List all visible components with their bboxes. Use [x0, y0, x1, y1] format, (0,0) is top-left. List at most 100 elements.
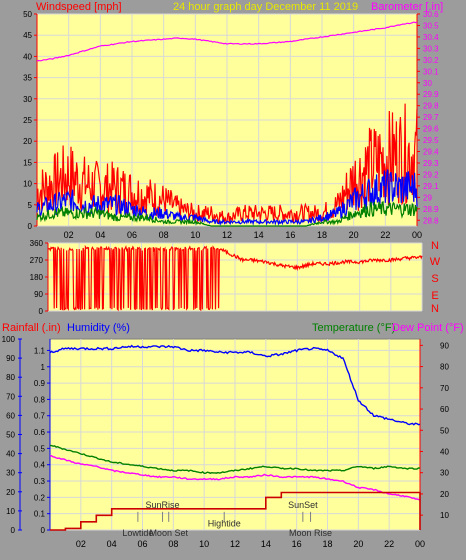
temp-hum-rain-time-tick: 02 — [76, 539, 86, 549]
rain-tick-label: 0.4 — [34, 461, 46, 470]
windspeed-tick-label: 15 — [23, 158, 32, 167]
rain-tick-label: 0.1 — [34, 510, 46, 519]
temp-hum-rain-time-tick: 08 — [168, 539, 178, 549]
rain-tick-label: 1 — [41, 363, 46, 372]
humidity-tick-label: 20 — [6, 488, 15, 497]
windspeed-tick-label: 25 — [23, 116, 32, 125]
barometer-tick-label: 30.5 — [423, 21, 439, 30]
wind-direction-line — [47, 244, 423, 312]
event-label: SunSet — [288, 500, 318, 510]
humidity-tick-label: 80 — [6, 373, 15, 382]
rain-tick-label: 0.5 — [34, 444, 46, 453]
rain-tick-label: 0.7 — [34, 412, 46, 421]
barometer-tick-label: 29.2 — [423, 170, 439, 179]
event-label: Moon Set — [149, 528, 188, 538]
windspeed-tick-label: 30 — [23, 95, 32, 104]
event-label: Hightide — [208, 519, 241, 529]
temp-hum-rain-time-tick: 18 — [322, 539, 332, 549]
temp-hum-rain-time-tick: 12 — [230, 539, 240, 549]
temp-hum-rain-time-tick: 06 — [137, 539, 147, 549]
windspeed-low-line — [36, 200, 418, 227]
humidity-tick-label: 70 — [6, 392, 15, 401]
rain-tick-label: 0.2 — [34, 493, 46, 502]
rain-tick-label: 0.6 — [34, 428, 46, 437]
humidity-line — [49, 344, 421, 426]
barometer-tick-label: 30.4 — [423, 33, 439, 42]
wind-baro-time-tick: 12 — [222, 230, 232, 240]
humidity-tick-label: 50 — [6, 431, 15, 440]
temperature-tick-label: 60 — [440, 405, 449, 414]
humidity-tick-label: 10 — [6, 507, 15, 516]
wind-baro-time-tick: 18 — [317, 230, 327, 240]
temp-hum-rain-time-tick: 20 — [353, 539, 363, 549]
windspeed-tick-label: 40 — [23, 52, 32, 61]
rain-tick-label: 0.3 — [34, 477, 46, 486]
humidity-tick-label: 100 — [2, 335, 16, 344]
compass-direction-label: N — [431, 303, 439, 315]
temperature-tick-label: 40 — [440, 447, 449, 456]
windspeed-tick-label: 20 — [23, 137, 32, 146]
windspeed-tick-label: 0 — [28, 222, 33, 231]
windspeed-tick-label: 50 — [23, 10, 32, 19]
wind-baro-time-tick: 02 — [64, 230, 74, 240]
chart-title: 24 hour graph day December 11 2019 — [173, 1, 358, 13]
wind-direction-degree-label: 270 — [30, 256, 44, 265]
rain-tick-label: 1.1 — [34, 346, 46, 355]
temp-hum-rain-time-tick: 04 — [107, 539, 117, 549]
barometer-tick-label: 29.8 — [423, 102, 439, 111]
rainfall-axis-label: Rainfall (.in) — [2, 322, 61, 334]
wind-baro-time-tick: 10 — [190, 230, 200, 240]
windspeed-tick-label: 10 — [23, 180, 32, 189]
temperature-tick-label: 70 — [440, 384, 449, 393]
barometer-tick-label: 28.9 — [423, 205, 439, 214]
temperature-tick-label: 90 — [440, 341, 449, 350]
rain-tick-label: 0 — [41, 526, 46, 535]
barometer-tick-label: 29.7 — [423, 113, 439, 122]
compass-direction-label: E — [431, 290, 438, 302]
windspeed-axis-label: Windspeed [mph] — [36, 1, 122, 13]
barometer-tick-label: 29.4 — [423, 148, 439, 157]
event-label: SunRise — [146, 500, 180, 510]
temperature-tick-label: 10 — [440, 511, 449, 520]
humidity-tick-label: 90 — [6, 354, 15, 363]
humidity-tick-label: 0 — [11, 526, 16, 535]
rain-tick-label: 0.8 — [34, 395, 46, 404]
windspeed-tick-label: 45 — [23, 31, 32, 40]
wind-baro-time-tick: 00 — [412, 230, 422, 240]
temp-hum-rain-time-tick: 16 — [292, 539, 302, 549]
compass-direction-label: W — [430, 256, 441, 268]
barometer-tick-label: 29.1 — [423, 182, 439, 191]
compass-direction-label: S — [431, 273, 438, 285]
humidity-tick-label: 40 — [6, 450, 15, 459]
wind-baro-time-tick: 16 — [285, 230, 295, 240]
wind-direction-degree-label: 90 — [34, 290, 43, 299]
rain-tick-label: 0.9 — [34, 379, 46, 388]
barometer-tick-label: 30 — [423, 79, 432, 88]
compass-direction-label: N — [431, 240, 439, 252]
wind-direction-degree-label: 180 — [30, 273, 44, 282]
temperature-axis-label: Temperature (°F) — [312, 322, 395, 334]
humidity-axis-label: Humidity (%) — [67, 322, 130, 334]
temp-hum-rain-time-tick: 00 — [415, 539, 425, 549]
event-label: Lowtide — [122, 528, 153, 538]
dewpoint-line — [49, 455, 421, 501]
barometer-tick-label: 30.6 — [423, 10, 439, 19]
dewpoint-axis-label: Dew Point (°F) — [392, 322, 464, 334]
barometer-tick-label: 30.3 — [423, 44, 439, 53]
temp-hum-rain-time-tick: 22 — [384, 539, 394, 549]
temp-hum-rain-time-tick: 10 — [199, 539, 209, 549]
wind-baro-time-tick: 04 — [95, 230, 105, 240]
barometer-tick-label: 29.9 — [423, 90, 439, 99]
wind-baro-time-tick: 22 — [380, 230, 390, 240]
temperature-line — [49, 444, 421, 475]
barometer-line — [36, 21, 418, 62]
barometer-axis-label: Barometer [.in] — [371, 1, 443, 13]
temperature-tick-label: 20 — [440, 490, 449, 499]
temperature-tick-label: 80 — [440, 363, 449, 372]
barometer-tick-label: 29.6 — [423, 125, 439, 134]
barometer-tick-label: 30.2 — [423, 56, 439, 65]
windspeed-average-line — [36, 169, 418, 226]
barometer-tick-label: 30.1 — [423, 67, 439, 76]
